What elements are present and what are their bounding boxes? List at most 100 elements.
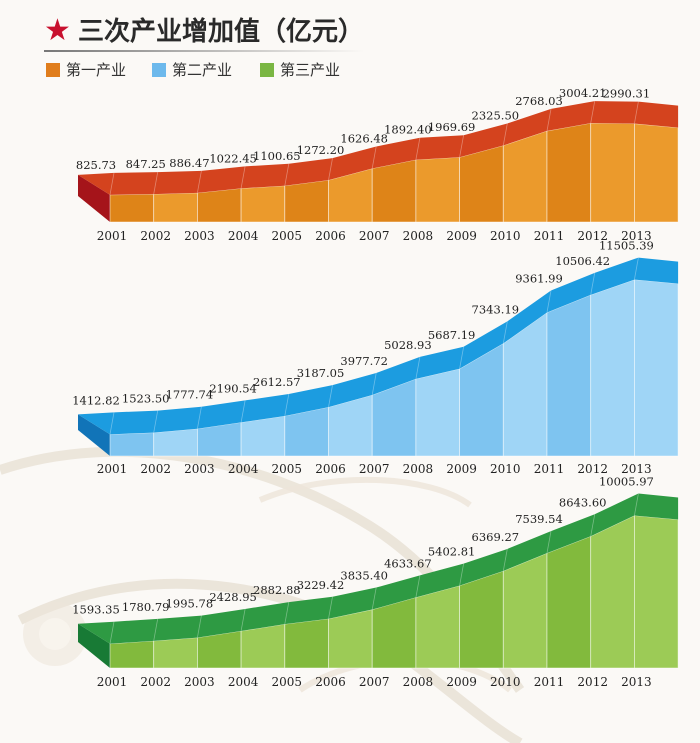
ribbon-divider [109,412,115,435]
year-tick-label: 2008 [403,229,434,243]
year-tick-label: 2012 [577,462,608,476]
ribbon-divider [634,101,639,124]
data-label: 825.73 [76,158,116,172]
ribbon-divider [415,575,421,598]
data-label: 9361.99 [515,271,563,285]
ribbon-divider [459,135,464,158]
ribbon-divider [371,587,377,610]
top-ribbon [78,101,679,195]
data-label: 7539.54 [515,512,563,526]
year-tick-label: 2007 [359,675,390,689]
data-label: 8643.60 [559,495,607,509]
ribbon-divider [590,272,596,295]
front-panel [590,279,635,457]
year-tick-label: 2004 [228,675,259,689]
data-label: 1022.45 [209,151,257,165]
year-tick-label: 2011 [534,675,565,689]
data-label: 1272.20 [297,143,345,157]
ribbon-divider [197,170,202,193]
data-label: 5402.81 [428,545,476,559]
data-label: 847.25 [126,157,166,171]
year-tick-label: 2013 [621,229,652,243]
ribbon-divider [634,257,639,280]
ribbon-divider [328,385,333,408]
ribbon-divider [546,531,552,554]
year-tick-label: 2003 [184,675,215,689]
year-tick-label: 2011 [534,229,565,243]
front-panel [415,368,460,457]
page-title: 三次产业增加值（亿元） [78,17,365,47]
ribbon-divider [328,158,333,181]
ribbon-divider [240,608,246,632]
ribbon-divider [546,290,552,313]
year-tick-label: 2001 [97,675,128,689]
year-tick-label: 2005 [272,675,303,689]
data-label: 2325.50 [472,108,520,122]
ribbon-divider [153,410,159,433]
year-tick-label: 2010 [490,229,521,243]
front-panel [634,123,679,223]
year-tick-label: 2004 [228,229,259,243]
ribbon-divider [284,163,290,186]
front-panel [328,609,373,669]
front-panel [153,428,198,457]
data-label: 2612.57 [253,375,301,389]
data-label: 1626.48 [340,131,388,145]
ribbon-divider [634,493,639,516]
ribbon-divider [459,346,464,369]
data-label: 2428.95 [209,590,257,604]
year-tick-label: 2001 [97,462,128,476]
front-panel [240,623,286,669]
year-tick-label: 2012 [577,675,608,689]
front-panel [197,187,242,223]
year-tick-label: 2013 [621,675,652,689]
data-label: 5687.19 [428,328,476,342]
ribbon-divider [371,372,377,396]
front-panel [546,294,592,457]
front-panel [546,535,592,669]
front-panel [153,637,198,669]
year-tick-label: 2002 [140,462,171,476]
legend-label-tertiary: 第三产业 [280,61,341,79]
data-label: 886.47 [169,156,209,170]
year-tick-label: 2008 [403,462,434,476]
data-label: 1969.69 [428,120,476,134]
year-tick-label: 2004 [228,462,259,476]
star-icon: ★ [44,13,71,48]
legend-swatch-primary [46,63,60,77]
data-label: 1593.35 [72,603,120,617]
front-panel [240,185,286,223]
front-panel [153,192,198,223]
data-label: 2882.88 [253,583,301,597]
year-tick-label: 2007 [359,229,390,243]
data-label: 11505.39 [599,239,654,253]
ribbon-divider [240,166,246,189]
front-panel [284,179,329,223]
legend-label-secondary: 第二产业 [172,61,233,79]
data-label: 2990.31 [603,87,651,101]
ribbon-divider [109,172,115,195]
front-panel [546,122,592,223]
ribbon-divider [197,615,202,638]
year-tick-label: 2009 [446,229,477,243]
ribbon-divider [284,601,290,625]
front-panel [415,156,460,223]
ribbon-divider [459,563,464,586]
legend-label-primary: 第一产业 [66,61,127,79]
year-tick-label: 2001 [97,229,128,243]
title-underline [44,50,364,52]
data-label: 1412.82 [72,393,120,407]
year-tick-label: 2012 [577,229,608,243]
year-tick-label: 2005 [272,229,303,243]
front-panel [284,618,329,669]
data-label: 3835.40 [340,569,388,583]
year-tick-label: 2006 [315,462,346,476]
data-label: 1100.65 [253,149,301,163]
left-cap [78,174,110,222]
front-panel [415,585,460,669]
year-tick-label: 2013 [621,462,652,476]
ribbon-divider [590,101,596,124]
data-label: 1780.79 [122,600,170,614]
front-panel [109,432,155,457]
